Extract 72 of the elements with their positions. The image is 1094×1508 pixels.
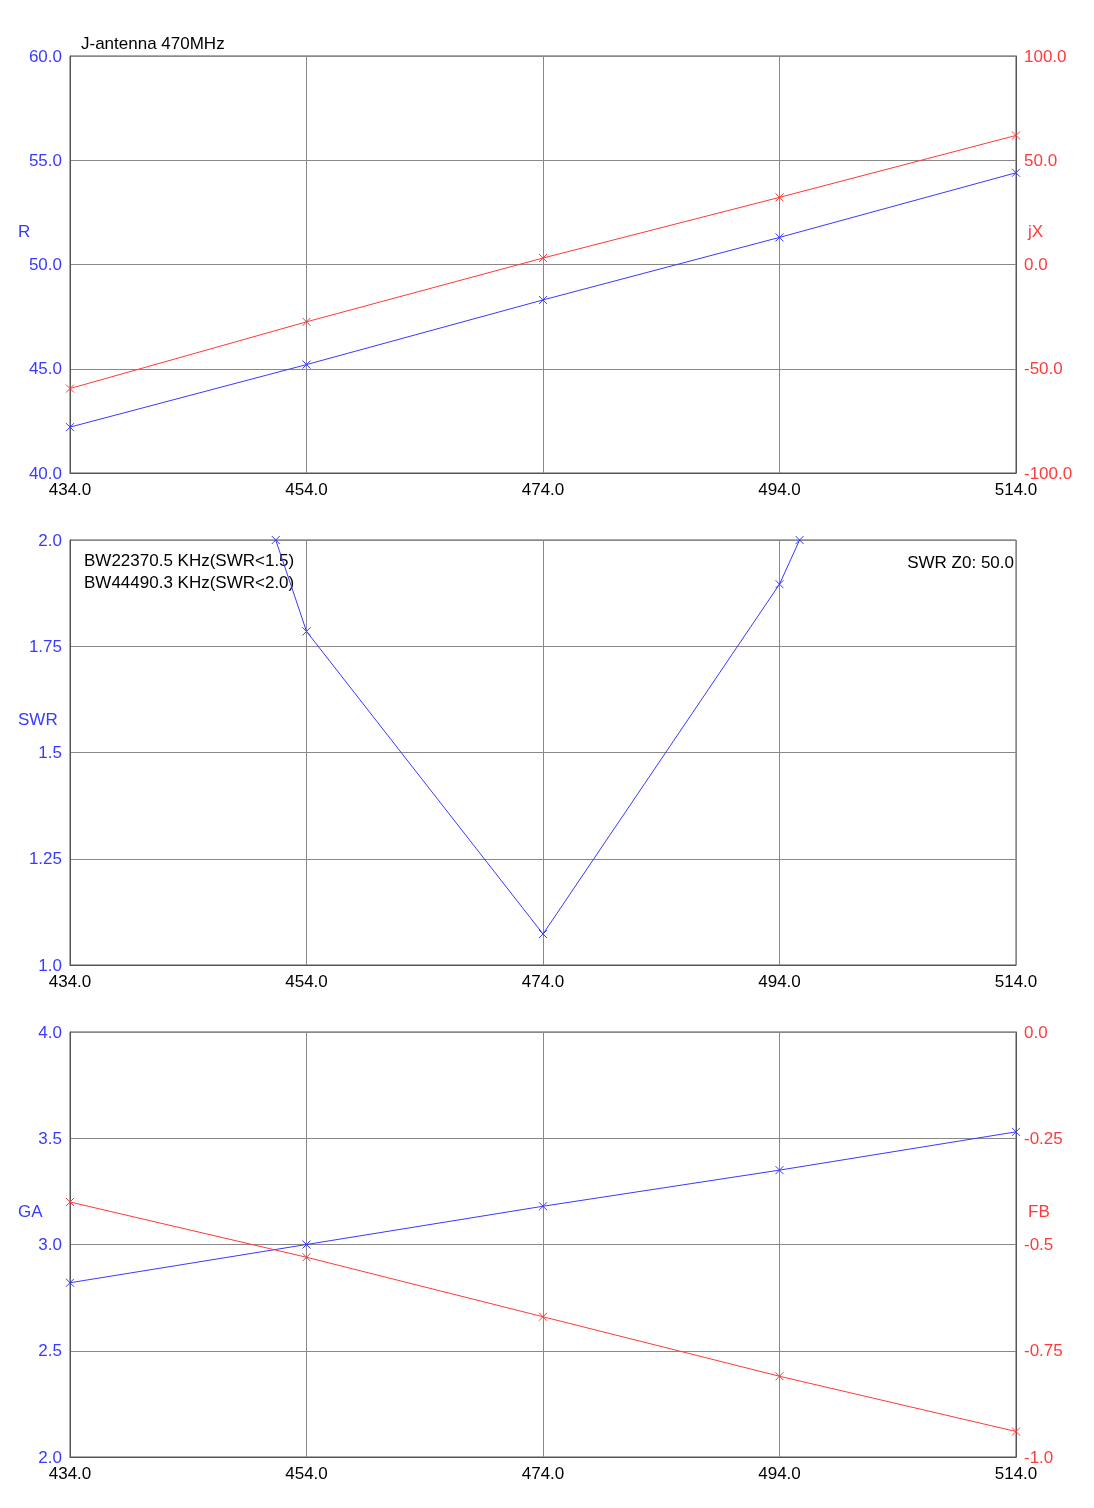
y-tick-label: 60.0 [28,46,62,66]
point [302,1252,311,1262]
y2-tick-label: 0.0 [1024,255,1048,274]
y-tick-label: 40.0 [28,463,62,483]
y-axis-title: GA [18,1201,44,1221]
point [775,192,784,202]
y-tick-label: 45.0 [28,359,62,379]
y-axis-title: SWR [18,709,58,729]
point [65,384,75,394]
y2-tick-label: -0.75 [1024,1341,1063,1361]
x-tick-label: 494.0 [758,1464,801,1483]
y2-axis-title: jX [1027,221,1044,241]
x-tick-label: 514.0 [994,972,1038,991]
point [775,579,784,589]
point [775,1165,784,1175]
point [1011,1127,1021,1137]
point [538,1312,548,1322]
y2-axis-title: FB [1028,1201,1050,1221]
point [65,422,75,432]
x-tick-label: 434.0 [48,972,92,991]
chart-title: J-antenna 470MHz [81,34,225,53]
point [65,1278,75,1288]
point [302,360,311,370]
point [795,535,805,545]
point [302,317,311,327]
annotation: BW22370.5 KHz(SWR<1.5) [84,551,295,570]
x-tick-label: 494.0 [758,480,801,499]
y-tick-label: 3.0 [38,1235,62,1254]
point [775,1371,784,1381]
y2-tick-label: 100.0 [1024,46,1067,66]
point [1011,168,1021,178]
x-tick-label: 514.0 [994,480,1038,499]
y-axis-title: R [18,221,31,241]
x-tick-label: 494.0 [758,972,801,991]
y-tick-label: 2.0 [38,1447,62,1467]
annotation: SWR Z0: 50.0 [907,553,1014,572]
point [538,295,548,305]
y-tick-label: 4.0 [38,1022,62,1042]
y2-tick-label: 50.0 [1024,150,1058,170]
y2-tick-label: 0.0 [1024,1022,1048,1042]
y2-tick-label: -50.0 [1024,359,1063,379]
x-tick-label: 454.0 [285,480,328,499]
y2-tick-label: -100.0 [1024,463,1073,483]
x-tick-label: 454.0 [285,1464,328,1483]
point [1011,1427,1021,1436]
y-tick-label: 2.0 [38,530,62,550]
x-tick-label: 474.0 [521,480,565,499]
point [538,1201,548,1211]
y-tick-label: 2.5 [38,1341,62,1361]
y-tick-label: 3.5 [38,1128,62,1148]
point [538,929,548,939]
y-tick-label: 1.25 [28,849,62,869]
y-tick-label: 1.5 [38,743,62,762]
y2-tick-label: -0.5 [1024,1235,1054,1254]
point [302,626,311,636]
x-tick-label: 434.0 [48,480,92,499]
y-tick-label: 1.0 [38,955,62,975]
point [775,232,784,242]
point [1011,130,1021,140]
y-tick-label: 55.0 [28,150,62,170]
y-tick-label: 1.75 [28,636,62,656]
point [538,253,548,263]
point [271,535,281,545]
x-tick-label: 434.0 [48,1464,92,1483]
x-tick-label: 474.0 [521,972,565,991]
x-tick-label: 454.0 [285,972,328,991]
x-tick-label: 514.0 [994,1464,1038,1483]
x-tick-label: 474.0 [521,1464,565,1483]
y-tick-label: 50.0 [28,255,62,274]
annotation: BW44490.3 KHz(SWR<2.0) [84,573,295,592]
y2-tick-label: -1.0 [1024,1447,1054,1467]
y2-tick-label: -0.25 [1024,1128,1063,1148]
